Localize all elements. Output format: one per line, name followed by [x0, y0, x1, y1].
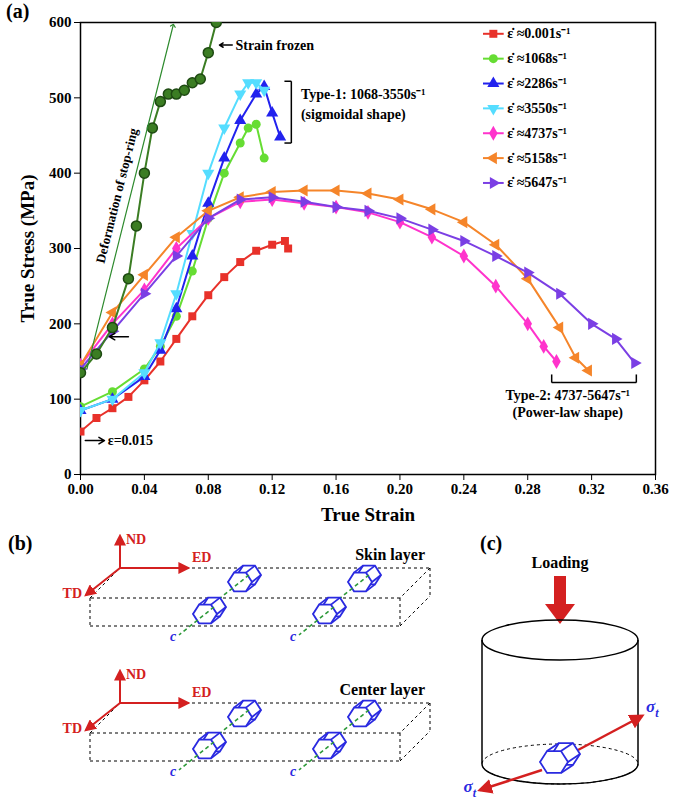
svg-text:0.00: 0.00 — [67, 481, 93, 497]
svg-text:c: c — [170, 764, 177, 779]
svg-text:(c): (c) — [480, 532, 502, 555]
svg-text:ε=0.015: ε=0.015 — [108, 433, 153, 448]
svg-text:0.28: 0.28 — [515, 481, 541, 497]
svg-text:Strain frozen: Strain frozen — [235, 38, 314, 53]
svg-text:(Power-law shape): (Power-law shape) — [513, 405, 624, 421]
svg-text:ε̇ ≈1068s⁻¹: ε̇ ≈1068s⁻¹ — [507, 51, 567, 66]
svg-text:σt: σt — [463, 777, 476, 800]
svg-text:ND: ND — [126, 532, 146, 547]
svg-text:ε̇ ≈5158s⁻¹: ε̇ ≈5158s⁻¹ — [507, 151, 567, 166]
svg-text:400: 400 — [49, 165, 72, 181]
svg-text:Loading: Loading — [532, 554, 589, 572]
svg-text:Type-2: 4737-5647s⁻¹: Type-2: 4737-5647s⁻¹ — [505, 388, 629, 403]
svg-text:c: c — [170, 629, 177, 644]
svg-text:600: 600 — [49, 14, 72, 30]
svg-text:ε̇ ≈5647s⁻¹: ε̇ ≈5647s⁻¹ — [507, 175, 567, 190]
svg-text:Skin layer: Skin layer — [355, 546, 425, 564]
svg-text:ε̇ ≈0.001s⁻¹: ε̇ ≈0.001s⁻¹ — [507, 26, 570, 41]
svg-text:0.12: 0.12 — [259, 481, 285, 497]
svg-text:TD: TD — [63, 586, 82, 601]
svg-text:(sigmoidal shape): (sigmoidal shape) — [301, 107, 406, 123]
svg-text:ED: ED — [192, 685, 211, 700]
svg-text:ED: ED — [192, 550, 211, 565]
svg-text:0.36: 0.36 — [642, 481, 669, 497]
svg-text:100: 100 — [49, 391, 72, 407]
svg-text:ε̇ ≈4737s⁻¹: ε̇ ≈4737s⁻¹ — [507, 126, 567, 141]
svg-text:(b): (b) — [8, 532, 32, 555]
svg-text:Center layer: Center layer — [340, 681, 425, 699]
svg-text:Type-1: 1068-3550s⁻¹: Type-1: 1068-3550s⁻¹ — [301, 87, 425, 102]
svg-text:σt: σt — [646, 697, 659, 720]
svg-text:0.08: 0.08 — [195, 481, 221, 497]
svg-text:True Stress (MPa): True Stress (MPa) — [17, 174, 39, 322]
svg-text:0: 0 — [64, 466, 72, 482]
svg-text:500: 500 — [49, 90, 72, 106]
svg-text:Deformation of stop-ring: Deformation of stop-ring — [93, 126, 141, 265]
svg-text:ε̇ ≈2286s⁻¹: ε̇ ≈2286s⁻¹ — [507, 76, 567, 91]
svg-text:0.04: 0.04 — [131, 481, 158, 497]
svg-text:0.24: 0.24 — [451, 481, 478, 497]
svg-text:0.20: 0.20 — [387, 481, 413, 497]
svg-text:200: 200 — [49, 316, 72, 332]
svg-text:0.16: 0.16 — [323, 481, 350, 497]
svg-text:c: c — [290, 629, 297, 644]
svg-text:ND: ND — [126, 667, 146, 682]
svg-text:0.32: 0.32 — [578, 481, 604, 497]
svg-text:True Strain: True Strain — [321, 504, 416, 525]
svg-text:300: 300 — [49, 240, 72, 256]
html-text:(a): (a) — [6, 0, 30, 22]
svg-text:TD: TD — [63, 721, 82, 736]
svg-text:ε̇ ≈3550s⁻¹: ε̇ ≈3550s⁻¹ — [507, 101, 567, 116]
svg-text:c: c — [290, 764, 297, 779]
